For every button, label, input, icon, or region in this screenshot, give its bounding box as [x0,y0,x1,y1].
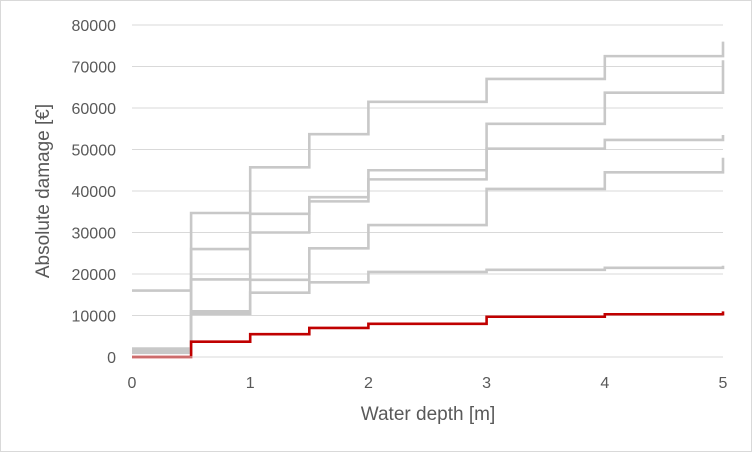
y-tick-label: 60000 [72,101,117,118]
y-tick-label: 30000 [72,226,117,243]
series-line-4 [132,157,725,353]
x-axis-title: Water depth [m] [361,404,495,425]
series-line-3 [132,134,725,350]
x-tick-label: 3 [482,375,491,392]
y-tick-label: 10000 [72,309,117,326]
series-line-1 [132,41,725,292]
y-tick-label: 70000 [72,60,117,77]
x-tick-label: 4 [600,375,609,392]
x-tick-label: 0 [128,375,137,392]
y-axis-title: Absolute damage [€] [33,104,54,278]
y-tick-label: 20000 [72,267,117,284]
y-tick-label: 0 [107,350,116,367]
x-tick-label: 2 [364,375,373,392]
series-line-5 [132,265,725,355]
highlighted-series-line [132,311,725,359]
y-tick-label: 40000 [72,184,117,201]
y-tick-label: 50000 [72,143,117,160]
series-group [132,41,725,359]
x-tick-label: 5 [719,375,728,392]
x-tick-label: 1 [246,375,255,392]
gridlines [132,24,723,316]
series-line-2 [132,60,725,350]
y-tick-label: 80000 [72,18,117,35]
axes: 0 10000 20000 30000 40000 50000 60000 70000 8000… [72,18,728,392]
